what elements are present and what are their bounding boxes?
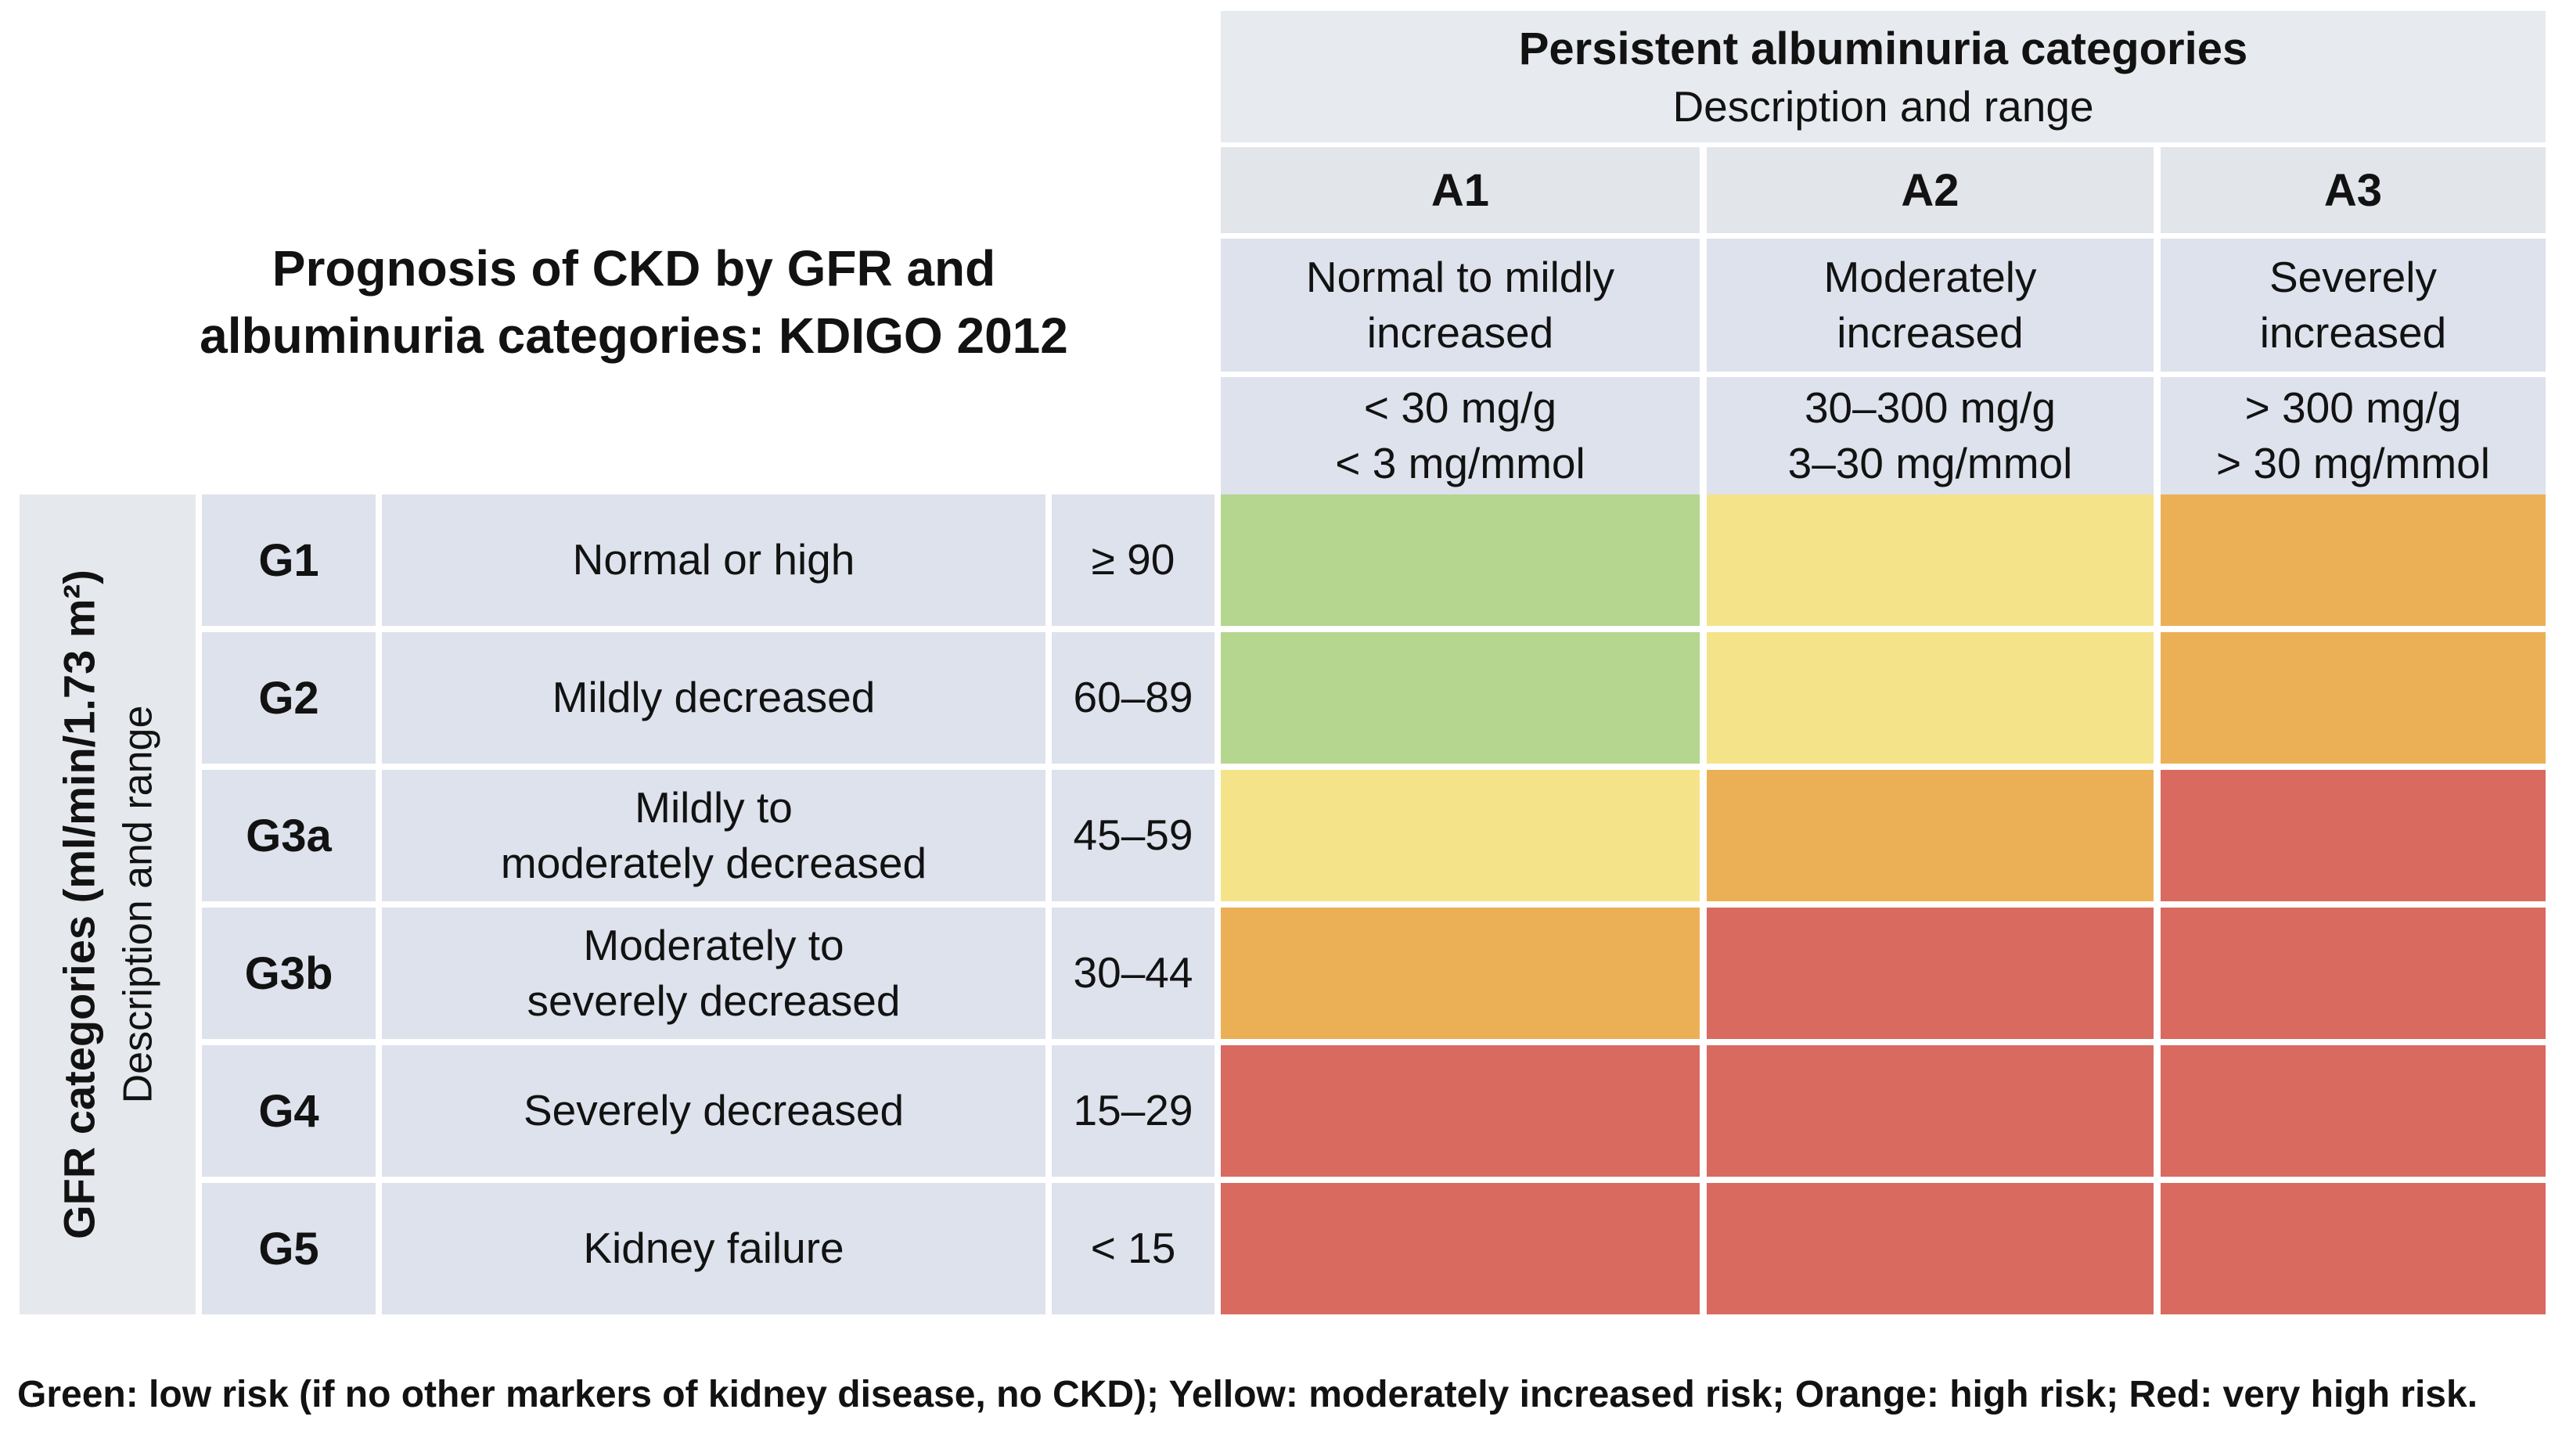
gfr-row-description-g3b: Moderately to severely decreased <box>382 908 1045 1039</box>
risk-cell-g3b-a3 <box>2161 908 2546 1039</box>
risk-cell-g4-a1 <box>1221 1045 1700 1177</box>
legend-text: Green: low risk (if no other markers of … <box>17 1374 2478 1415</box>
albuminuria-col-description-a2: Moderately increased <box>1707 239 2154 372</box>
albuminuria-col-range-a3: > 300 mg/g > 30 mg/mmol <box>2161 377 2546 494</box>
gfr-row-code-g3a: G3a <box>202 770 376 901</box>
gfr-row-code-g1: G1 <box>202 494 376 626</box>
risk-cell-g5-a3 <box>2161 1183 2546 1314</box>
risk-cell-g2-a1 <box>1221 632 1700 764</box>
gfr-row-code-g4: G4 <box>202 1045 376 1177</box>
albuminuria-col-code-a3: A3 <box>2161 147 2546 233</box>
figure-title: Prognosis of CKD by GFR and albuminuria … <box>200 240 1068 365</box>
gfr-axis-label-bold: GFR categories (ml/min/1.73 m²) <box>53 570 103 1239</box>
risk-cell-g1-a1 <box>1221 494 1700 626</box>
gfr-row-code-g2: G2 <box>202 632 376 764</box>
risk-cell-g4-a2 <box>1707 1045 2154 1177</box>
gfr-row-range-g4: 15–29 <box>1052 1045 1215 1177</box>
risk-cell-g5-a1 <box>1221 1183 1700 1314</box>
albuminuria-col-code-a2: A2 <box>1707 147 2154 233</box>
gfr-row-range-g5: < 15 <box>1052 1183 1215 1314</box>
gfr-table: GFR categories (ml/min/1.73 m²) Descript… <box>20 494 1215 1314</box>
risk-matrix <box>1221 494 2546 1314</box>
albuminuria-col-range-a2: 30–300 mg/g 3–30 mg/mmol <box>1707 377 2154 494</box>
risk-cell-g3b-a1 <box>1221 908 1700 1039</box>
gfr-row-description-g1: Normal or high <box>382 494 1045 626</box>
albuminuria-columns: A1 A2 A3 Normal to mildly increased Mode… <box>1221 147 2546 494</box>
gfr-row-code-g3b: G3b <box>202 908 376 1039</box>
risk-cell-g3a-a2 <box>1707 770 2154 901</box>
gfr-row-range-g2: 60–89 <box>1052 632 1215 764</box>
gfr-row-description-g2: Mildly decreased <box>382 632 1045 764</box>
gfr-axis-label-regular: Description and range <box>115 705 161 1104</box>
risk-cell-g2-a2 <box>1707 632 2154 764</box>
gfr-row-description-g5: Kidney failure <box>382 1183 1045 1314</box>
risk-cell-g3b-a2 <box>1707 908 2154 1039</box>
albuminuria-header-title: Persistent albuminuria categories <box>1518 23 2248 74</box>
gfr-row-range-g3b: 30–44 <box>1052 908 1215 1039</box>
gfr-row-range-g1: ≥ 90 <box>1052 494 1215 626</box>
risk-cell-g4-a3 <box>2161 1045 2546 1177</box>
albuminuria-header-subtitle: Description and range <box>1672 81 2094 131</box>
albuminuria-header: Persistent albuminuria categories Descri… <box>1221 11 2546 494</box>
albuminuria-col-range-a1: < 30 mg/g < 3 mg/mmol <box>1221 377 1700 494</box>
gfr-row-range-g3a: 45–59 <box>1052 770 1215 901</box>
albuminuria-col-description-a1: Normal to mildly increased <box>1221 239 1700 372</box>
risk-cell-g1-a3 <box>2161 494 2546 626</box>
risk-cell-g3a-a1 <box>1221 770 1700 901</box>
gfr-row-description-g3a: Mildly to moderately decreased <box>382 770 1045 901</box>
risk-cell-g5-a2 <box>1707 1183 2154 1314</box>
albuminuria-col-code-a1: A1 <box>1221 147 1700 233</box>
gfr-row-description-g4: Severely decreased <box>382 1045 1045 1177</box>
risk-cell-g1-a2 <box>1707 494 2154 626</box>
albuminuria-col-description-a3: Severely increased <box>2161 239 2546 372</box>
risk-cell-g3a-a3 <box>2161 770 2546 901</box>
gfr-axis-label: GFR categories (ml/min/1.73 m²) Descript… <box>20 494 196 1314</box>
gfr-axis-label-rotated: GFR categories (ml/min/1.73 m²) Descript… <box>20 494 196 1314</box>
risk-cell-g2-a3 <box>2161 632 2546 764</box>
albuminuria-header-band: Persistent albuminuria categories Descri… <box>1221 11 2546 142</box>
gfr-row-code-g5: G5 <box>202 1183 376 1314</box>
